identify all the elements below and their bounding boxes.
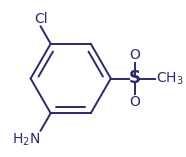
- Text: H$_2$N: H$_2$N: [12, 131, 40, 148]
- Text: O: O: [129, 48, 140, 62]
- Text: CH$_3$: CH$_3$: [155, 70, 183, 87]
- Text: Cl: Cl: [34, 12, 47, 26]
- Text: O: O: [129, 95, 140, 109]
- Text: S: S: [129, 70, 141, 87]
